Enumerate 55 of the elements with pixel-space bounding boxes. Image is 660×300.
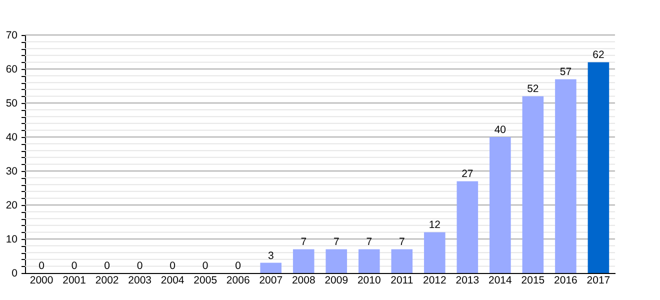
x-tick-label: 2012 [422,274,446,286]
data-label: 3 [268,250,274,262]
y-tick-label: 60 [6,64,18,76]
x-tick-label: 2009 [324,274,348,286]
data-label: 52 [527,83,539,96]
x-tick-label: 2001 [62,274,86,286]
y-tick-label: 0 [12,268,18,280]
x-tick-label: 2004 [160,274,184,286]
data-label: 62 [592,49,604,62]
bar [588,62,610,273]
data-label: 40 [494,124,506,136]
y-tick-label: 20 [6,200,18,212]
bar [456,181,478,273]
data-label: 7 [366,236,372,248]
x-tick-label: 2015 [521,274,545,286]
y-tick-label: 70 [6,30,18,42]
data-label: 0 [71,260,78,272]
x-tick-label: 2007 [259,274,283,286]
x-tick-label: 2005 [194,274,218,286]
y-tick-label: 30 [6,166,18,178]
data-label: 0 [38,260,45,272]
bar [490,137,511,273]
bar [260,262,282,273]
bar [555,79,576,273]
data-label: 7 [300,236,307,248]
data-label: 0 [136,260,143,272]
x-tick-label: 2006 [226,274,250,286]
bar [292,249,314,273]
data-label: 27 [462,168,474,180]
data-label: 57 [560,66,572,78]
y-tick-label: 50 [6,98,18,110]
x-tick-label: 2008 [292,274,316,286]
bar [391,249,413,273]
data-label: 7 [398,236,405,248]
x-tick-label: 2003 [128,274,152,286]
x-tick-label: 2017 [586,274,610,286]
data-label: 12 [428,219,441,232]
bar [326,249,348,273]
data-label: 0 [202,260,208,272]
y-tick-label: 40 [6,132,18,144]
bar [424,232,446,273]
y-tick-label: 10 [6,234,18,246]
data-label: 0 [235,260,242,272]
x-tick-label: 2011 [390,274,414,286]
data-label: 7 [333,236,340,248]
x-tick-label: 2014 [488,274,512,286]
x-tick-label: 2002 [95,274,119,286]
bar [522,96,544,273]
x-tick-label: 2000 [30,274,54,286]
bar [358,249,380,273]
x-tick-label: 2016 [554,274,578,286]
data-label: 0 [170,260,176,272]
x-tick-label: 2013 [456,274,480,286]
x-tick-label: 2010 [357,274,381,286]
data-label: 0 [104,260,110,272]
